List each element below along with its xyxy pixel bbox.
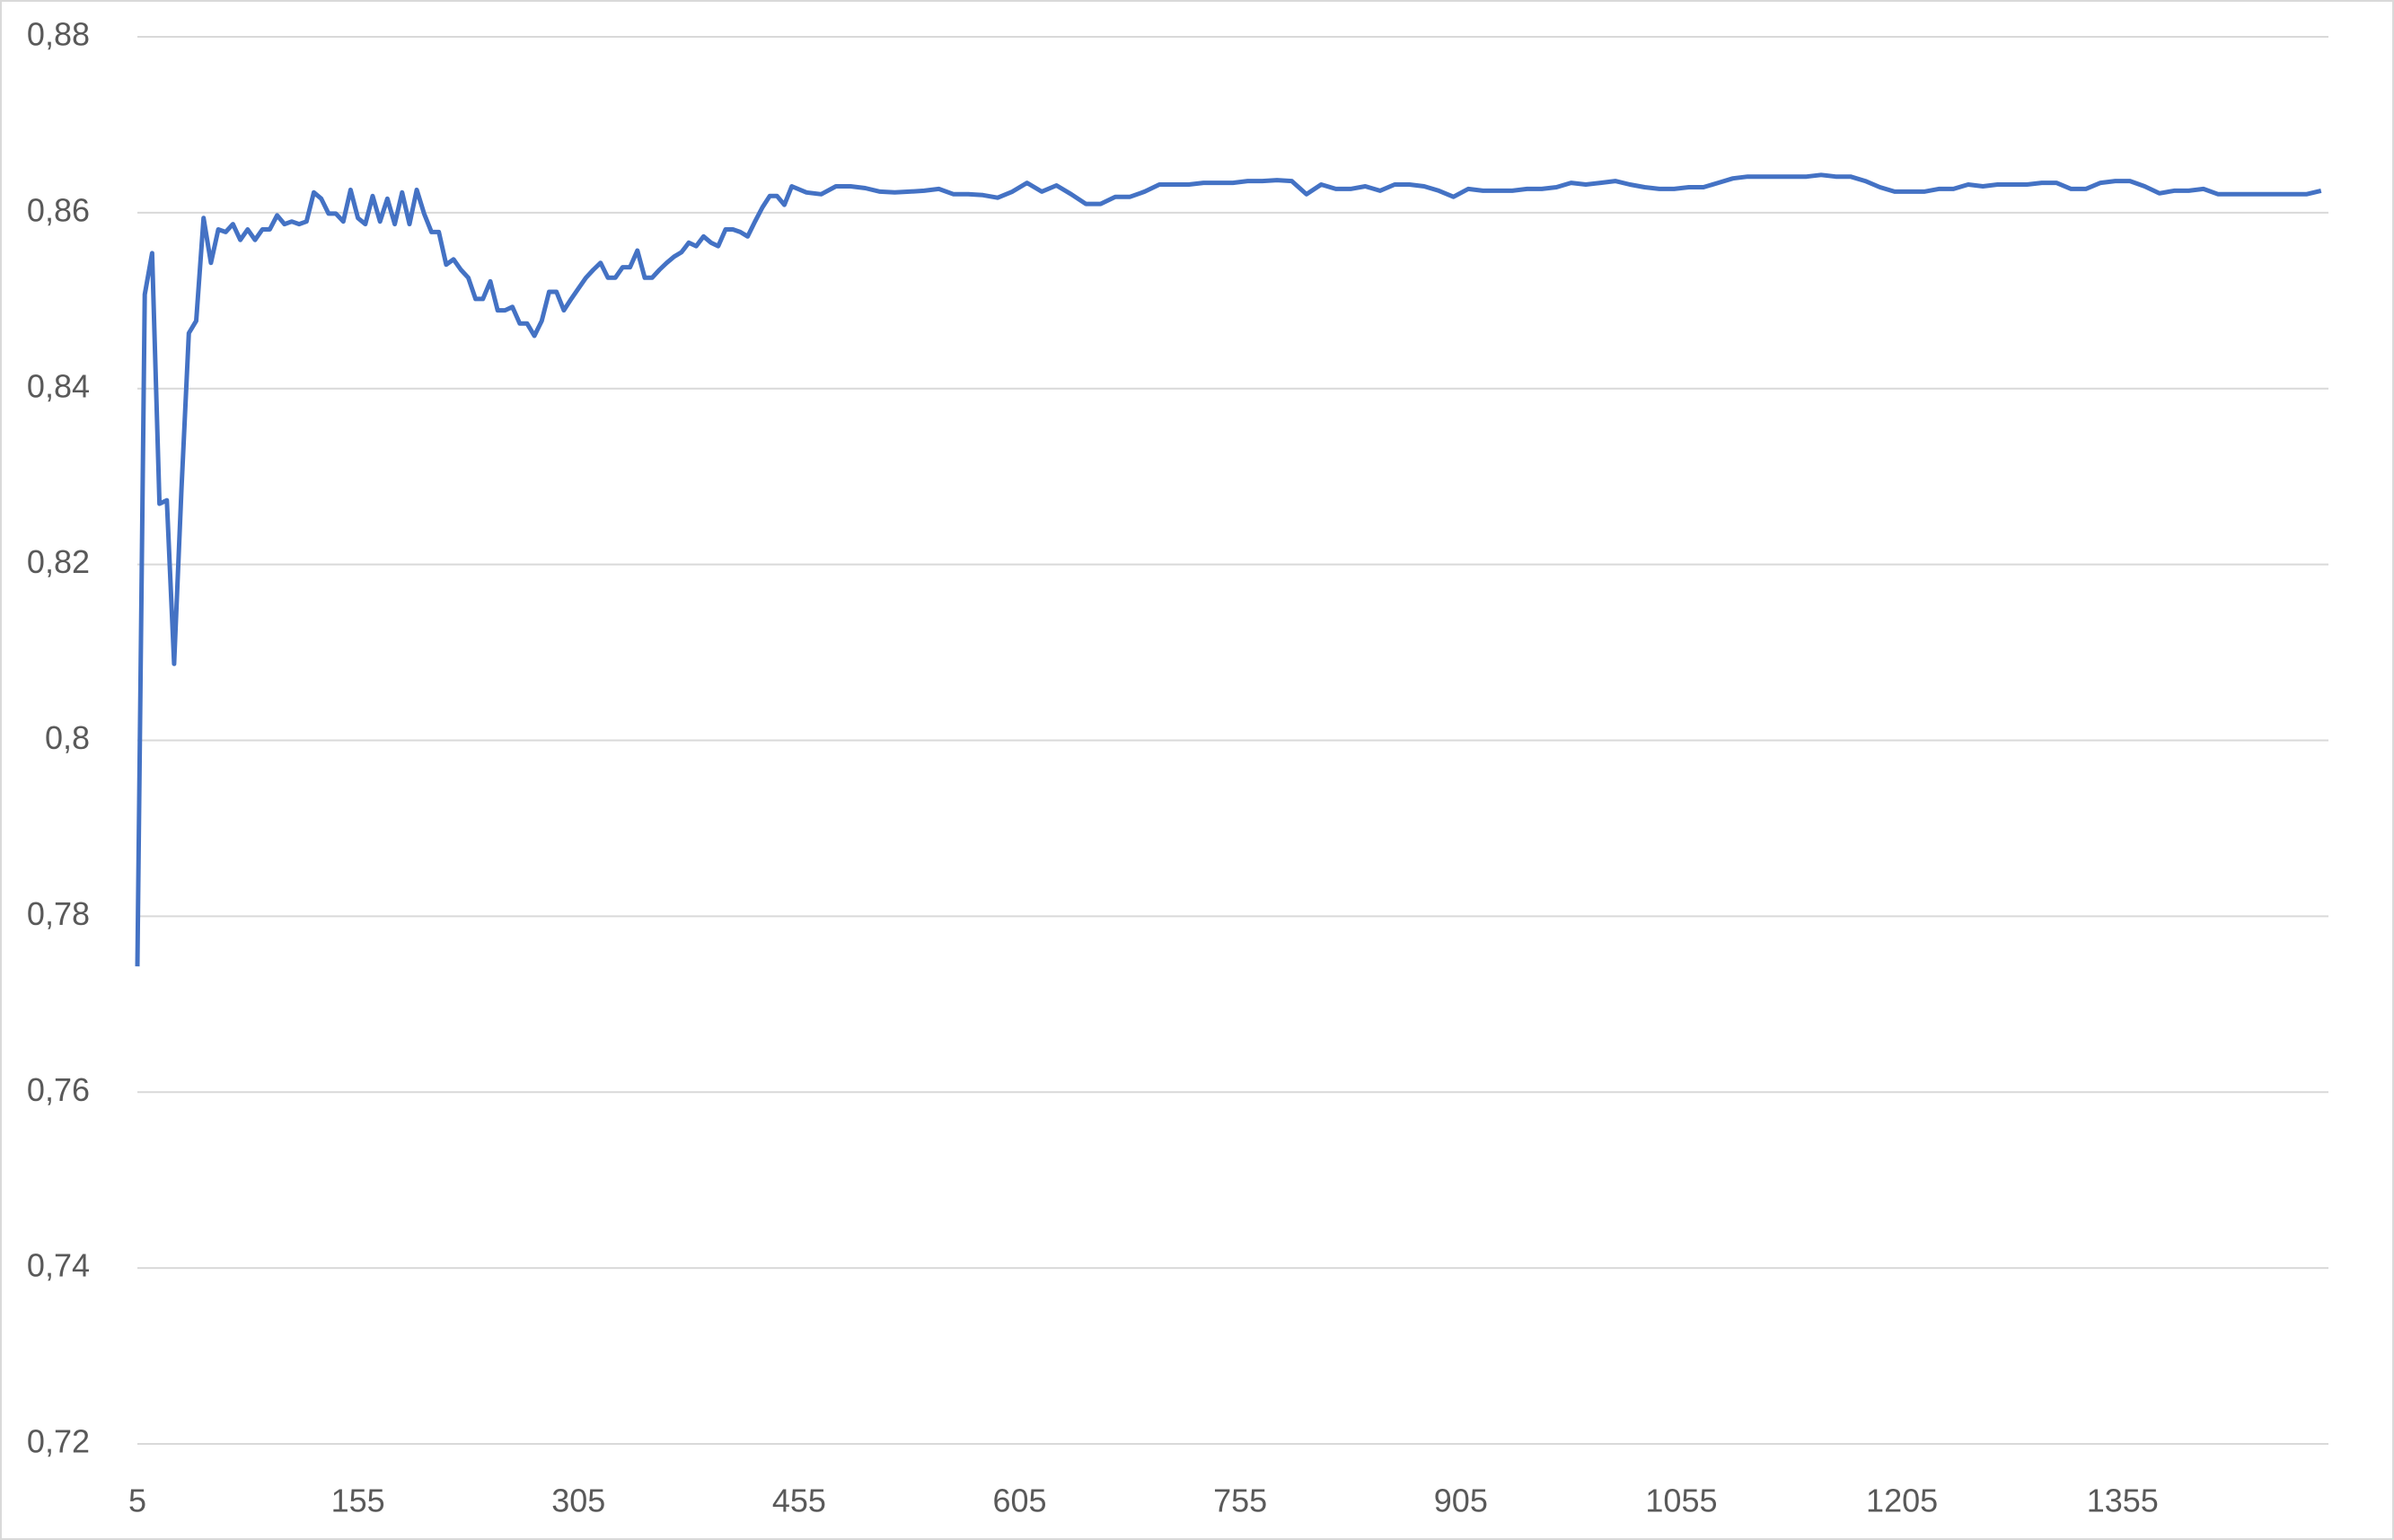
y-tick-label: 0,8 <box>45 719 90 756</box>
x-tick-label: 1205 <box>1866 1483 1938 1519</box>
x-tick-label: 755 <box>1213 1483 1267 1519</box>
y-tick-label: 0,86 <box>27 191 90 228</box>
y-tick-label: 0,84 <box>27 367 90 404</box>
y-tick-label: 0,72 <box>27 1423 90 1460</box>
x-tick-label: 605 <box>993 1483 1047 1519</box>
x-tick-label: 5 <box>128 1483 146 1519</box>
y-tick-label: 0,82 <box>27 543 90 580</box>
y-tick-label: 0,78 <box>27 895 90 932</box>
x-tick-label: 1055 <box>1645 1483 1717 1519</box>
y-tick-label: 0,74 <box>27 1247 90 1284</box>
x-tick-label: 905 <box>1434 1483 1488 1519</box>
y-tick-label: 0,88 <box>27 16 90 53</box>
data-line <box>135 172 2322 967</box>
x-tick-label: 1355 <box>2087 1483 2159 1519</box>
x-tick-label: 455 <box>772 1483 826 1519</box>
x-tick-label: 305 <box>551 1483 605 1519</box>
y-tick-label: 0,76 <box>27 1071 90 1108</box>
x-tick-label: 155 <box>331 1483 385 1519</box>
